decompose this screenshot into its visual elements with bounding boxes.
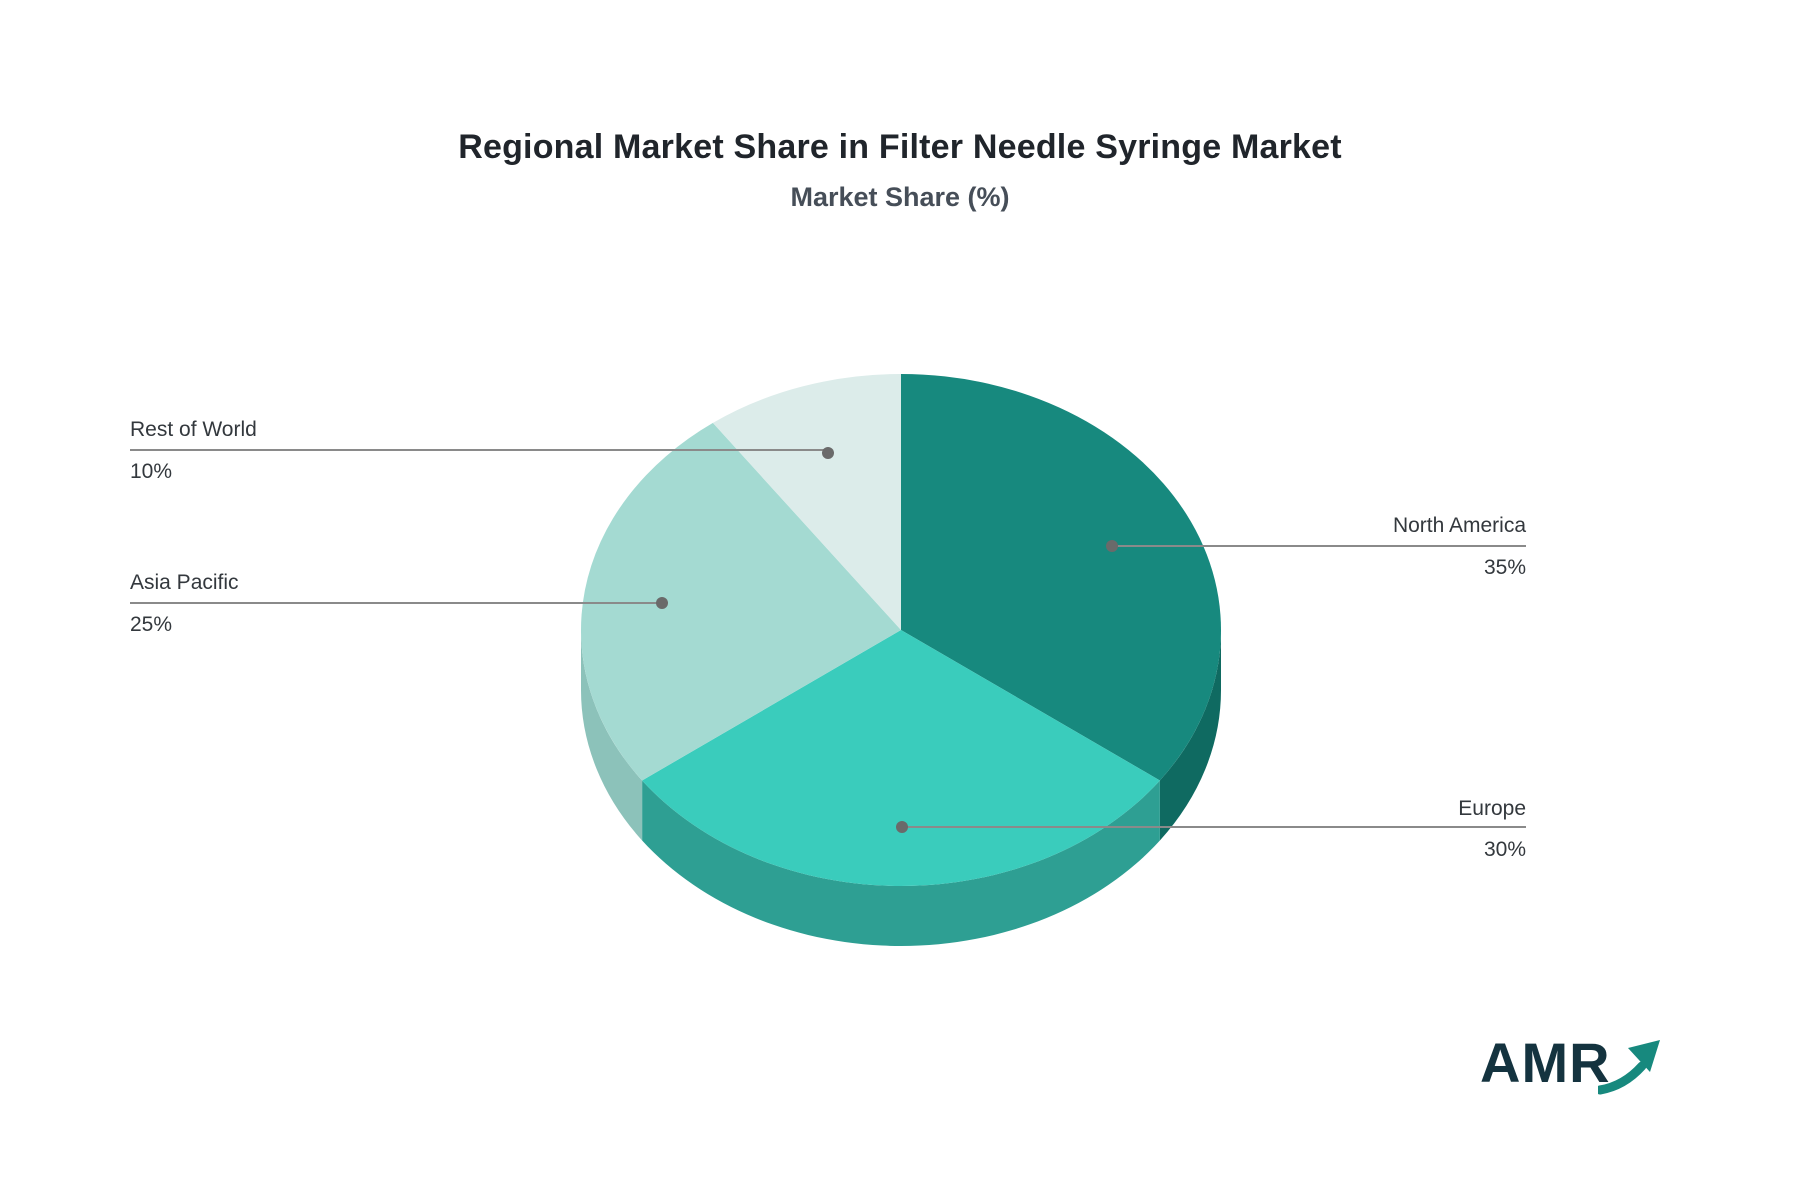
leader-dot: [656, 597, 668, 609]
leader-dot: [822, 447, 834, 459]
slice-percent: 25%: [130, 613, 173, 636]
slice-percent: 30%: [1483, 838, 1526, 861]
leader-line: [902, 826, 1526, 828]
slice-label: Europe: [1458, 797, 1526, 820]
leader-dot: [1106, 540, 1118, 552]
leader-line: [1112, 545, 1526, 547]
page-subtitle: Market Share (%): [790, 182, 1010, 212]
slice-percent: 10%: [130, 460, 173, 483]
slice-label: Rest of World: [130, 418, 257, 441]
leader-dot: [896, 821, 908, 833]
amr-logo: AMR: [1480, 1030, 1680, 1110]
slice-label: North America: [1392, 514, 1526, 537]
leader-line: [130, 602, 662, 604]
amr-arrow-icon: [1598, 1040, 1660, 1095]
slice-percent: 35%: [1483, 556, 1526, 579]
slice-label: Asia Pacific: [130, 571, 239, 594]
page-title: Regional Market Share in Filter Needle S…: [458, 128, 1342, 166]
amr-logo-text: AMR: [1480, 1031, 1611, 1094]
leader-line: [130, 449, 828, 451]
